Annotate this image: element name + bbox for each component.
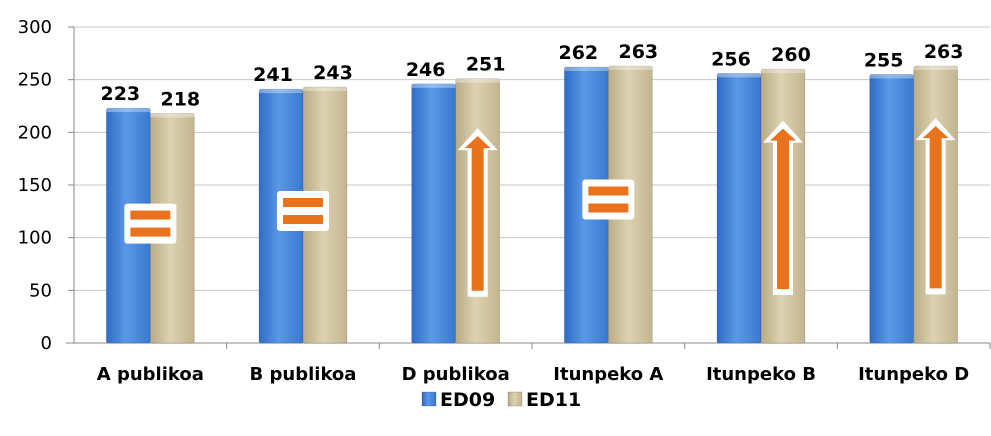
bar-ed09 xyxy=(716,72,762,344)
data-label: 260 xyxy=(771,44,811,66)
legend: ED09 ED11 xyxy=(421,389,581,411)
data-label: 256 xyxy=(711,48,751,70)
x-tick-label: B publikoa xyxy=(250,364,357,385)
bar-top-highlight xyxy=(259,89,303,94)
data-label: 246 xyxy=(406,59,446,81)
data-label: 262 xyxy=(558,42,598,64)
equal-sign-icon xyxy=(124,203,177,244)
bar-top-highlight xyxy=(913,65,958,70)
bar-top-highlight xyxy=(411,83,456,88)
y-tick-label: 200 xyxy=(18,122,52,143)
y-tick-label: 0 xyxy=(41,333,52,354)
equal-sign-icon xyxy=(277,190,329,231)
bar-top-highlight xyxy=(717,73,761,78)
x-tick-label: Itunpeko A xyxy=(553,364,663,385)
y-tick-label: 50 xyxy=(29,280,52,301)
legend-swatch-ed11 xyxy=(507,391,523,407)
bar-top-highlight xyxy=(150,113,195,118)
up-arrow-icon xyxy=(763,120,803,295)
bar-ed09 xyxy=(411,83,457,344)
legend-label: ED09 xyxy=(440,389,495,411)
legend-swatch-ed09 xyxy=(421,391,437,407)
bar-top-highlight xyxy=(303,87,347,92)
data-label: 223 xyxy=(100,83,140,105)
x-tick-label: Itunpeko D xyxy=(858,364,969,385)
y-tick-label: 300 xyxy=(18,17,52,38)
y-tick-label: 250 xyxy=(18,70,52,91)
bar-top-highlight xyxy=(455,78,500,83)
x-tick-label: Itunpeko B xyxy=(706,364,816,385)
bar-top-highlight xyxy=(761,69,805,74)
data-label: 243 xyxy=(313,62,353,84)
data-label: 263 xyxy=(924,41,964,63)
data-label: 218 xyxy=(160,88,200,110)
data-label: 263 xyxy=(618,41,658,63)
legend-label: ED11 xyxy=(526,389,581,411)
equal-sign-icon xyxy=(582,179,635,220)
data-label: 251 xyxy=(466,54,506,76)
bar-ed09 xyxy=(869,74,915,344)
x-tick-label: D publikoa xyxy=(402,364,510,385)
bar-top-highlight xyxy=(608,65,653,70)
up-arrow-icon xyxy=(915,118,956,295)
y-tick-label: 150 xyxy=(18,175,52,196)
data-label: 255 xyxy=(864,49,904,71)
x-tick-label: A publikoa xyxy=(97,364,204,385)
y-tick-label: 100 xyxy=(18,228,52,249)
data-label: 241 xyxy=(253,64,293,86)
up-arrow-icon xyxy=(457,128,498,297)
bar-top-highlight xyxy=(869,74,914,79)
bar-top-highlight xyxy=(564,67,609,72)
bar-top-highlight xyxy=(106,108,151,113)
